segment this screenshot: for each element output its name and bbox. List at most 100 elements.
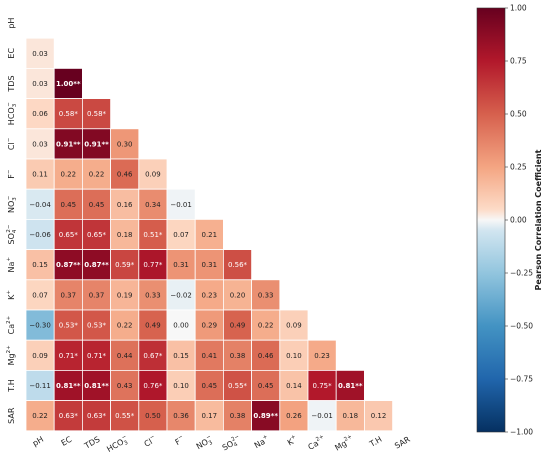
y-tick-label: Cl− bbox=[6, 137, 16, 150]
heatmap-cell bbox=[110, 339, 140, 371]
heatmap-cell bbox=[82, 309, 112, 341]
cell-value-label: 0.07 bbox=[173, 231, 189, 239]
cell-value-label: 0.33 bbox=[145, 291, 161, 299]
heatmap-cell bbox=[251, 400, 281, 432]
cell-value-label: 0.49 bbox=[145, 322, 161, 330]
heatmap-cell bbox=[53, 218, 83, 250]
cell-value-label: 0.87** bbox=[84, 261, 109, 269]
cell-value-label: 0.03 bbox=[32, 140, 48, 148]
cell-value-label: 0.53* bbox=[59, 322, 79, 330]
heatmap-cell bbox=[251, 369, 281, 401]
cell-value-label: 0.33 bbox=[258, 291, 274, 299]
cell-value-label: −0.06 bbox=[29, 231, 51, 239]
colorbar-tick-label: 0.75 bbox=[510, 57, 527, 66]
heatmap-cell bbox=[166, 369, 196, 401]
heatmap-cell bbox=[25, 249, 55, 281]
heatmap-cell bbox=[25, 37, 55, 69]
y-tick-label: EC bbox=[7, 48, 16, 59]
cell-value-label: 0.22 bbox=[89, 171, 105, 179]
cell-value-label: 0.81** bbox=[84, 382, 109, 390]
cell-value-label: 0.17 bbox=[202, 412, 218, 420]
heatmap-cell bbox=[251, 339, 281, 371]
cell-value-label: 0.71* bbox=[59, 352, 79, 360]
heatmap-cell bbox=[110, 128, 140, 160]
y-tick-label: T.H bbox=[7, 379, 16, 393]
heatmap-cell bbox=[194, 400, 224, 432]
cell-value-label: 0.19 bbox=[117, 291, 133, 299]
y-tick-label: Ca2+ bbox=[6, 315, 16, 334]
cell-value-label: 0.23 bbox=[314, 352, 330, 360]
cell-value-label: 0.43 bbox=[117, 382, 133, 390]
x-tick-label: T.H bbox=[367, 435, 383, 450]
x-tick-label: Ca2+ bbox=[306, 434, 327, 452]
cell-value-label: 0.46 bbox=[258, 352, 274, 360]
colorbar-tick-label: 0.25 bbox=[510, 163, 527, 172]
cell-value-label: 0.18 bbox=[343, 412, 359, 420]
cell-value-label: 0.15 bbox=[173, 352, 189, 360]
heatmap-cell bbox=[110, 188, 140, 220]
y-tick-label: pH bbox=[7, 18, 16, 29]
colorbar: −1.00 −0.75 −0.50 −0.25 0.00 0.25 0.50 0.75 1.00… bbox=[476, 4, 543, 437]
cell-value-label: 0.10 bbox=[173, 382, 189, 390]
cell-value-label: 0.81** bbox=[338, 382, 363, 390]
x-tick-label: Cl− bbox=[142, 434, 158, 449]
heatmap-cell bbox=[166, 309, 196, 341]
cell-value-label: 0.56* bbox=[228, 261, 248, 269]
cell-value-label: 0.49 bbox=[230, 322, 246, 330]
heatmap-cell bbox=[363, 400, 393, 432]
y-tick-label: SAR bbox=[7, 407, 16, 424]
cell-value-label: 0.50 bbox=[145, 412, 161, 420]
cell-value-label: 0.21 bbox=[202, 231, 218, 239]
cell-value-label: 0.51* bbox=[143, 231, 163, 239]
cell-value-label: 0.36 bbox=[173, 412, 189, 420]
cell-value-label: 0.65* bbox=[87, 231, 107, 239]
x-tick-label: SAR bbox=[393, 435, 412, 451]
y-tick-label: HCO3− bbox=[6, 102, 18, 125]
cell-value-label: 0.58* bbox=[59, 110, 79, 118]
cell-value-label: 0.38 bbox=[230, 352, 246, 360]
y-tick-label: Mg2+ bbox=[6, 345, 16, 365]
heatmap-cell bbox=[279, 400, 309, 432]
heatmap-cell bbox=[307, 369, 337, 401]
cell-value-label: 0.55* bbox=[115, 412, 135, 420]
cell-value-label: 0.55* bbox=[228, 382, 248, 390]
colorbar-tick-label: −0.25 bbox=[510, 269, 533, 278]
cell-value-label: 0.07 bbox=[32, 291, 48, 299]
cell-value-label: 0.44 bbox=[117, 352, 133, 360]
colorbar-tick-label: −1.00 bbox=[510, 428, 533, 437]
heatmap-cell bbox=[335, 369, 365, 401]
cell-value-label: 0.37 bbox=[89, 291, 105, 299]
heatmap-cell bbox=[82, 188, 112, 220]
x-tick-label: EC bbox=[60, 435, 74, 448]
cell-value-label: 0.09 bbox=[286, 322, 302, 330]
x-tick-label: Na+ bbox=[252, 434, 271, 451]
heatmap-cell bbox=[25, 218, 55, 250]
x-tick-label: TDS bbox=[82, 435, 101, 451]
heatmap-cell bbox=[53, 128, 83, 160]
cell-value-label: 0.41 bbox=[202, 352, 218, 360]
heatmap-cell bbox=[307, 400, 337, 432]
heatmap-cell bbox=[53, 309, 83, 341]
x-axis-tick-labels: pH EC TDS HCO3− Cl− F− NO3− SO42− Na+ K+ Ca2+ Mg2+ T… bbox=[31, 434, 412, 454]
heatmap-cell bbox=[279, 369, 309, 401]
cell-value-label: −0.02 bbox=[170, 291, 191, 299]
heatmap-cell bbox=[25, 309, 55, 341]
heatmap-cell bbox=[194, 369, 224, 401]
cell-value-label: 0.31 bbox=[202, 261, 218, 269]
colorbar-tick-label: 0.50 bbox=[510, 110, 527, 119]
colorbar-gradient bbox=[476, 7, 506, 433]
x-tick-label: K+ bbox=[285, 434, 299, 448]
y-tick-label: Na+ bbox=[6, 257, 16, 273]
cell-value-label: 0.91** bbox=[84, 140, 109, 148]
cell-value-label: 0.38 bbox=[230, 412, 246, 420]
heatmap-cell bbox=[110, 158, 140, 190]
heatmap-cell bbox=[110, 309, 140, 341]
heatmap-cell bbox=[222, 400, 252, 432]
cell-value-label: 0.22 bbox=[117, 322, 133, 330]
cell-value-label: 0.22 bbox=[32, 412, 48, 420]
heatmap-cells bbox=[25, 37, 393, 432]
colorbar-label: Pearson Correlation Coefficient bbox=[534, 149, 543, 290]
x-tick-label: pH bbox=[31, 435, 45, 448]
cell-value-label: 1.00** bbox=[56, 80, 81, 88]
